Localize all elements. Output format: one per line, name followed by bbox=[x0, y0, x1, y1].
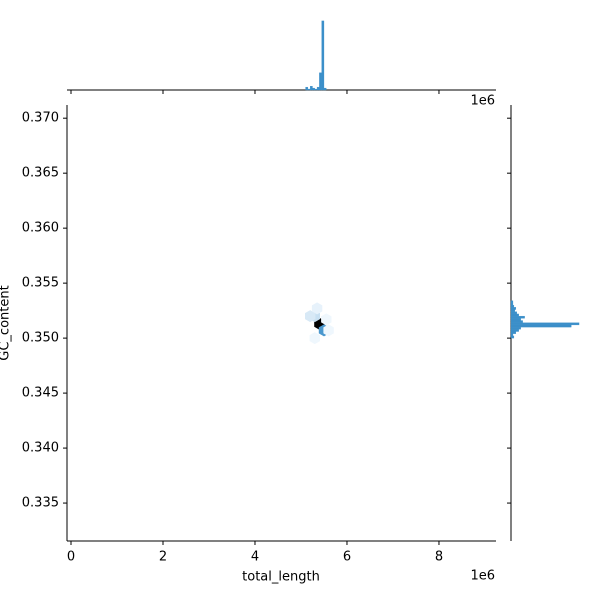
y-hist-bar bbox=[510, 320, 523, 323]
y-tick-label: 0.350 bbox=[22, 331, 59, 346]
y-hist-bar bbox=[510, 309, 516, 312]
y-hist-bar bbox=[510, 318, 521, 321]
x-tick-label: 8 bbox=[435, 550, 443, 565]
y-hist-bar bbox=[510, 300, 514, 304]
y-tick-label: 0.335 bbox=[22, 496, 59, 511]
y-tick-label: 0.360 bbox=[22, 221, 59, 236]
hex-cell bbox=[305, 310, 316, 323]
y-tick-label: 0.345 bbox=[22, 386, 59, 401]
x-hist-bar bbox=[319, 72, 322, 91]
y-hist-bar bbox=[510, 324, 572, 328]
x-hist-bar bbox=[323, 87, 327, 91]
x-offset-label: 1e6 bbox=[470, 569, 495, 584]
x-hist-bar bbox=[307, 88, 311, 91]
y-hist-bar bbox=[510, 322, 580, 326]
x-hist-bar bbox=[305, 86, 309, 91]
y-tick-label: 0.355 bbox=[22, 276, 59, 291]
x-hist-bar bbox=[312, 87, 315, 91]
x-axis-label: total_length bbox=[242, 570, 320, 585]
x-hist-bar bbox=[314, 88, 318, 91]
y-hist-bar bbox=[510, 304, 515, 308]
y-tick-label: 0.370 bbox=[22, 111, 59, 126]
y-hist-bar bbox=[510, 313, 519, 317]
hex-cell bbox=[311, 302, 323, 315]
y-tick-label: 0.340 bbox=[22, 441, 59, 456]
y-tick-label: 0.365 bbox=[22, 166, 59, 181]
x-hist-bar bbox=[310, 86, 313, 91]
x-tick-label: 0 bbox=[67, 550, 75, 565]
x-tick-label: 6 bbox=[343, 550, 351, 565]
y-hist-bar bbox=[510, 315, 525, 319]
y-axis-label: GC_content bbox=[0, 285, 13, 360]
y-hist-bar bbox=[510, 331, 517, 334]
y-hist-bar bbox=[510, 333, 514, 337]
x-hist-bar bbox=[316, 86, 320, 91]
hex-cell bbox=[321, 313, 332, 326]
top-offset-label: 1e6 bbox=[470, 94, 495, 109]
y-hist-bar bbox=[510, 302, 514, 306]
hex-cell bbox=[309, 332, 320, 345]
y-hist-bar bbox=[510, 326, 521, 330]
x-tick-label: 2 bbox=[159, 550, 167, 565]
x-tick-label: 4 bbox=[251, 550, 259, 565]
hex-cell bbox=[323, 324, 334, 337]
y-hist-bar bbox=[510, 307, 517, 310]
y-hist-bar bbox=[510, 329, 519, 332]
y-hist-bar bbox=[510, 311, 517, 315]
x-hist-bar bbox=[321, 20, 325, 91]
y-hist-bar bbox=[510, 335, 515, 339]
